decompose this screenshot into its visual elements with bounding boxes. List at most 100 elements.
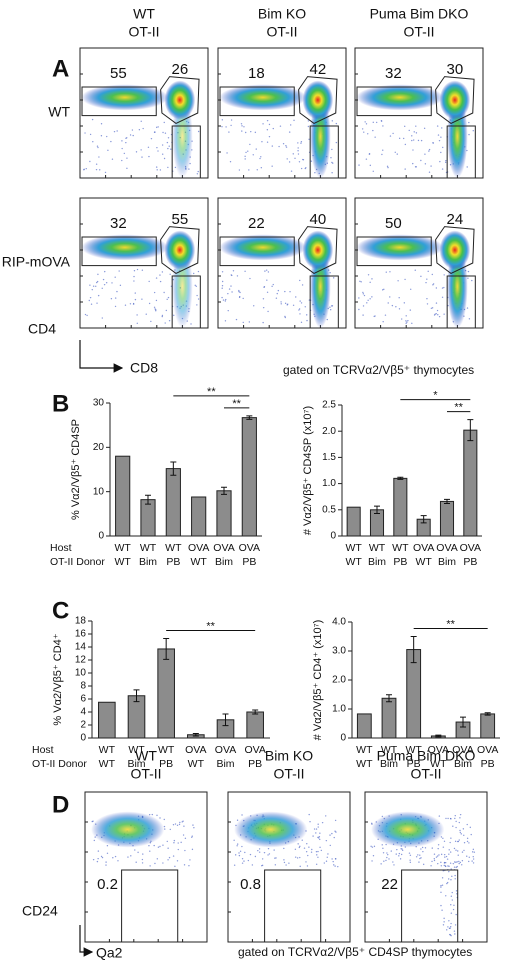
event-dot bbox=[441, 168, 444, 170]
error-bar bbox=[145, 494, 151, 505]
event-dot bbox=[238, 290, 240, 293]
error-bar bbox=[221, 486, 227, 495]
x-tick-label: WT bbox=[381, 744, 398, 756]
event-dot bbox=[261, 858, 264, 860]
event-dot bbox=[372, 129, 374, 132]
column-header: WT bbox=[135, 748, 157, 764]
event-dot bbox=[393, 864, 395, 866]
event-dot bbox=[447, 926, 449, 928]
event-dot bbox=[97, 146, 99, 149]
gate bbox=[435, 76, 475, 124]
significance-label: ** bbox=[206, 620, 215, 632]
event-dot bbox=[380, 863, 382, 865]
event-dot bbox=[450, 895, 453, 897]
event-dot bbox=[430, 165, 432, 167]
event-dot bbox=[155, 277, 158, 279]
event-dot bbox=[285, 146, 288, 148]
event-dot bbox=[451, 899, 453, 901]
event-dot bbox=[386, 165, 389, 168]
event-dot bbox=[249, 143, 251, 146]
event-dot bbox=[363, 294, 366, 297]
event-dot bbox=[297, 150, 299, 152]
event-dot bbox=[249, 277, 251, 280]
event-dot bbox=[413, 131, 415, 133]
event-dot bbox=[86, 314, 88, 317]
event-dot bbox=[441, 287, 444, 289]
event-dot bbox=[133, 280, 135, 282]
event-dot bbox=[468, 318, 471, 320]
event-dot bbox=[276, 292, 278, 295]
error-bar bbox=[420, 515, 427, 524]
gate-value: 26 bbox=[171, 61, 188, 78]
event-dot bbox=[387, 302, 389, 304]
event-dot bbox=[116, 290, 118, 293]
event-dot bbox=[445, 861, 447, 864]
event-dot bbox=[461, 851, 464, 853]
column-header: OT-II bbox=[410, 766, 441, 782]
x-tick-label: WT bbox=[158, 744, 175, 756]
event-dot bbox=[358, 164, 360, 166]
event-dot bbox=[466, 840, 469, 843]
event-dot bbox=[451, 875, 453, 878]
event-dot bbox=[307, 125, 310, 128]
event-dot bbox=[239, 850, 242, 853]
event-dot bbox=[236, 275, 239, 277]
gate bbox=[219, 236, 295, 267]
event-dot bbox=[335, 831, 337, 833]
event-dot bbox=[374, 136, 376, 138]
event-dot bbox=[267, 271, 270, 273]
event-dot bbox=[408, 129, 410, 132]
significance-label: * bbox=[433, 390, 438, 402]
event-dot bbox=[172, 824, 175, 826]
event-dot bbox=[441, 877, 444, 879]
event-dot bbox=[325, 860, 328, 862]
event-dot bbox=[361, 128, 364, 130]
event-dot bbox=[167, 859, 169, 861]
bar bbox=[140, 499, 156, 537]
event-dot bbox=[405, 315, 407, 317]
error-bar bbox=[484, 712, 491, 716]
event-dot bbox=[248, 169, 250, 171]
event-dot bbox=[389, 135, 392, 137]
event-dot bbox=[418, 861, 420, 863]
event-dot bbox=[282, 142, 285, 145]
event-dot bbox=[141, 298, 143, 300]
event-dot bbox=[105, 282, 108, 284]
gate bbox=[298, 76, 338, 124]
event-dot bbox=[371, 278, 373, 280]
event-dot bbox=[192, 824, 194, 826]
error-bar bbox=[192, 732, 199, 737]
event-dot bbox=[159, 817, 161, 819]
event-dot bbox=[106, 845, 109, 847]
density bbox=[439, 80, 471, 120]
event-dot bbox=[432, 284, 434, 286]
event-dot bbox=[174, 823, 177, 825]
event-dot bbox=[104, 171, 107, 174]
density bbox=[302, 230, 334, 270]
event-dot bbox=[96, 281, 98, 284]
event-dot bbox=[334, 830, 336, 832]
event-dot bbox=[428, 148, 431, 151]
event-dot bbox=[319, 846, 321, 849]
event-dot bbox=[278, 145, 280, 148]
event-dot bbox=[283, 847, 285, 850]
event-dot bbox=[472, 858, 475, 860]
x-tick-label: OVA bbox=[460, 542, 481, 554]
event-dot bbox=[315, 832, 317, 834]
event-dot bbox=[197, 130, 200, 133]
gate-value: 42 bbox=[309, 61, 326, 78]
x-tick-label: WT bbox=[140, 542, 157, 554]
event-dot bbox=[197, 270, 200, 273]
x-tick-label: Bim bbox=[127, 758, 145, 770]
x-tick-label: OVA bbox=[215, 744, 236, 756]
event-dot bbox=[364, 121, 366, 123]
event-dot bbox=[358, 297, 360, 299]
event-dot bbox=[337, 865, 339, 868]
event-dot bbox=[176, 860, 179, 862]
event-dot bbox=[241, 814, 243, 816]
event-dot bbox=[111, 158, 114, 160]
event-dot bbox=[155, 310, 157, 312]
event-dot bbox=[448, 870, 450, 873]
gate-value: 32 bbox=[385, 65, 402, 82]
event-dot bbox=[404, 125, 406, 128]
